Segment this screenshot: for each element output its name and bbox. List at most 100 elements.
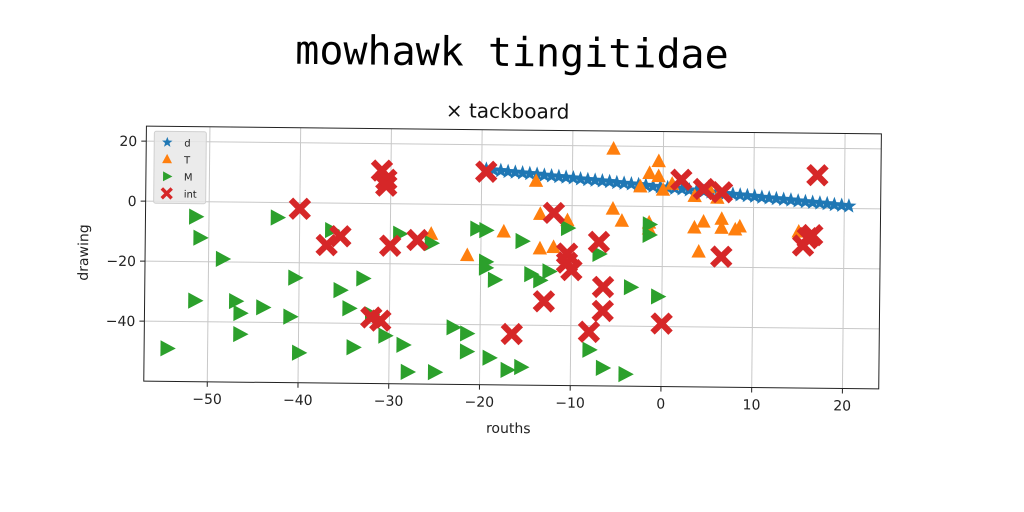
point-d [616,175,632,190]
point-d [826,196,842,212]
point-M [356,270,372,287]
point-int [710,245,733,268]
x-tick-label: −30 [374,394,404,410]
point-M [396,336,412,353]
x-tick-label: −50 [192,392,222,408]
point-M [470,220,486,237]
point-d [558,169,574,184]
point-M [333,282,349,299]
point-d [747,188,763,203]
point-d [689,182,705,198]
point-M [424,234,441,252]
point-d [725,186,741,201]
point-M [650,288,667,305]
x-gridline [206,126,211,382]
point-d [485,162,502,177]
legend-marker-M [163,171,173,182]
point-M [189,208,205,225]
x-gridline [751,132,755,388]
point-M [378,327,394,344]
grid [144,126,882,389]
point-T [633,178,648,193]
point-int [500,322,524,346]
point-M [524,266,540,283]
point-d [754,189,770,204]
point-T [727,221,743,236]
y-gridline [144,320,880,330]
point-T [532,206,548,220]
point-M [288,269,304,286]
point-M [459,343,476,360]
point-M [623,279,640,296]
point-M [642,226,658,243]
point-M [479,222,495,239]
point-M [460,325,476,342]
legend-marker-T [162,153,172,164]
point-d [551,168,567,184]
point-M [500,361,516,378]
data-points [160,141,857,383]
point-d [602,173,618,189]
point-d [493,162,509,178]
point-T [651,168,666,183]
point-d [522,165,538,181]
point-T [651,153,666,168]
point-T [687,219,702,234]
point-int [329,224,352,248]
point-T [423,226,439,240]
point-d [609,174,625,190]
point-M [560,219,577,237]
point-T [714,211,729,225]
legend-label-M: M [184,173,193,184]
legend-box [153,130,207,205]
point-M [233,325,249,343]
point-int [378,234,402,257]
point-M [514,358,530,376]
point-d [638,177,654,192]
y-gridline [145,260,880,270]
point-d [790,193,806,208]
y-axis-label: drawing [76,224,93,280]
chart-title: × tackboard [446,98,570,123]
x-axis-label: rouths [486,421,531,437]
point-int [560,258,583,282]
point-M [342,300,358,317]
point-d [834,197,850,212]
point-d [739,187,755,203]
y-gridline [145,200,881,210]
point-M [542,263,558,280]
axis-ticks: −50 −40 −30 −20 −10 0 10 20 20 0 −20 −40 [106,134,851,415]
point-int [670,168,693,192]
point-int [791,234,815,257]
point-int [474,160,498,183]
x-tick-label: −40 [283,393,313,409]
point-int [532,290,556,313]
point-int [369,309,392,332]
point-d [587,172,603,187]
point-d [500,163,516,179]
y-tick-label: −20 [106,254,136,270]
point-int [315,233,338,257]
point-int [577,320,601,344]
point-T [532,240,548,255]
x-tick-label: −10 [555,395,585,411]
point-int [587,230,611,254]
point-M [642,216,659,233]
legend-marker-int [160,187,173,200]
point-M [618,366,634,383]
point-T [642,165,657,180]
point-d [536,167,552,182]
point-int [370,159,394,182]
point-d [580,171,596,187]
point-M [515,232,531,250]
point-M [400,363,417,380]
x-tick-label: 0 [656,397,665,413]
point-M [478,259,495,276]
point-int [375,174,398,197]
point-int [710,180,734,204]
y-tick-label: −40 [106,314,136,330]
point-T [655,182,671,196]
point-int [650,312,673,335]
point-d [529,166,545,181]
